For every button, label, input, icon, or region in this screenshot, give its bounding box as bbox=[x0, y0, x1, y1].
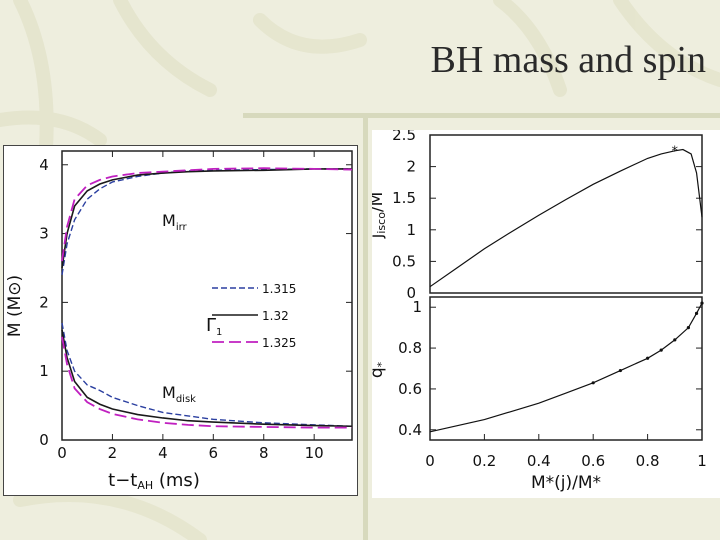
y-tick-label: 1 bbox=[39, 362, 49, 380]
legend-label: 1.32 bbox=[262, 309, 289, 323]
bamboo-leaf-shape bbox=[13, 488, 207, 540]
series-line-mirr bbox=[61, 168, 352, 275]
x-tick-label: 0.6 bbox=[581, 452, 605, 470]
x-tick-label: 10 bbox=[305, 444, 324, 462]
bamboo-leaf-shape bbox=[613, 0, 720, 87]
bamboo-leaf-shape bbox=[113, 0, 217, 97]
y-tick-label: 1 bbox=[406, 221, 416, 239]
series-line-mdisk bbox=[61, 329, 353, 428]
y-axis-label: M (M⊙) bbox=[5, 275, 25, 337]
y-tick-label: 0 bbox=[406, 284, 416, 302]
y-tick-label: 2 bbox=[39, 293, 49, 311]
bottom-plot-frame bbox=[429, 296, 703, 441]
accent-rule-vertical bbox=[363, 118, 368, 540]
legend-label: 1.325 bbox=[262, 336, 296, 350]
slide-title: BH mass and spin bbox=[430, 39, 707, 81]
y-tick-label: 0.4 bbox=[398, 421, 422, 439]
plot-frame bbox=[61, 150, 353, 441]
spin-plots: 0 0.5 1 1.5 2 2.5 0.4 0.6 0.8 1 0 0.2 0.4 0.6 0.8 1 *… bbox=[367, 126, 707, 493]
bamboo-leaf-shape bbox=[493, 0, 567, 97]
q-point bbox=[700, 301, 704, 305]
y-tick-label: 0.5 bbox=[392, 252, 416, 270]
y-tick-label: 2 bbox=[406, 158, 416, 176]
bamboo-leaf-shape bbox=[0, 110, 107, 147]
series-line-mdisk bbox=[61, 322, 353, 427]
x-tick-label: 2 bbox=[108, 444, 118, 462]
isco-marker: * bbox=[672, 145, 679, 160]
x-tick-label: 0.4 bbox=[527, 452, 551, 470]
series-line-mdisk bbox=[61, 336, 352, 429]
x-tick-label: 0.2 bbox=[472, 452, 496, 470]
x-tick-label: 1 bbox=[697, 452, 707, 470]
top-y-axis-label: jisco/M bbox=[372, 192, 388, 240]
x-tick-label: 6 bbox=[209, 444, 219, 462]
jisco-curve bbox=[429, 148, 703, 288]
mass-evolution-plot: 0 2 4 6 8 10 0 1 2 3 4 M (M⊙) t−tAH (ms) Mirr Mdi… bbox=[5, 150, 353, 492]
q-curve bbox=[429, 302, 703, 433]
q-point bbox=[591, 381, 595, 385]
spin-charts: 0 0.5 1 1.5 2 2.5 0.4 0.6 0.8 1 0 0.2 0.4 0.6 0.8 1 *… bbox=[367, 126, 720, 498]
series-line-mirr bbox=[61, 167, 353, 262]
x-tick-label: 8 bbox=[259, 444, 269, 462]
mass-evolution-chart: 0 2 4 6 8 10 0 1 2 3 4 M (M⊙) t−tAH (ms) Mirr Mdi… bbox=[3, 145, 358, 496]
bottom-y-axis-label: q* bbox=[372, 361, 388, 378]
y-tick-label: 0 bbox=[39, 431, 49, 449]
y-tick-label: 0.8 bbox=[398, 339, 422, 357]
accent-rule-horizontal bbox=[243, 113, 720, 118]
x-tick-label: 0 bbox=[57, 444, 67, 462]
x-axis-label: t−tAH (ms) bbox=[108, 470, 200, 492]
y-tick-label: 0.6 bbox=[398, 380, 422, 398]
bamboo-leaf-shape bbox=[253, 13, 367, 54]
q-point bbox=[618, 368, 622, 373]
q-point bbox=[673, 338, 677, 342]
q-point bbox=[646, 356, 650, 360]
series-line-mirr bbox=[61, 168, 352, 269]
legend-label: 1.315 bbox=[262, 282, 296, 296]
x-tick-label: 0.8 bbox=[636, 452, 660, 470]
q-point bbox=[694, 311, 699, 315]
mirr-label: Mirr bbox=[162, 211, 188, 233]
y-tick-label: 1 bbox=[412, 298, 422, 316]
x-tick-label: 4 bbox=[158, 444, 168, 462]
mdisk-label: Mdisk bbox=[162, 383, 196, 405]
bottom-x-axis-label: M*(j)/M* bbox=[531, 473, 601, 493]
y-tick-label: 2.5 bbox=[392, 130, 416, 144]
y-tick-label: 4 bbox=[39, 156, 49, 174]
top-plot-frame bbox=[429, 134, 703, 294]
q-point bbox=[659, 348, 663, 352]
y-tick-label: 1.5 bbox=[392, 189, 416, 207]
legend-gamma-label: Γ1 bbox=[206, 315, 222, 338]
y-tick-label: 3 bbox=[39, 225, 49, 243]
q-point bbox=[686, 326, 690, 330]
legend: 1.315 1.32 1.325 bbox=[212, 282, 296, 350]
x-tick-label: 0 bbox=[425, 452, 435, 470]
